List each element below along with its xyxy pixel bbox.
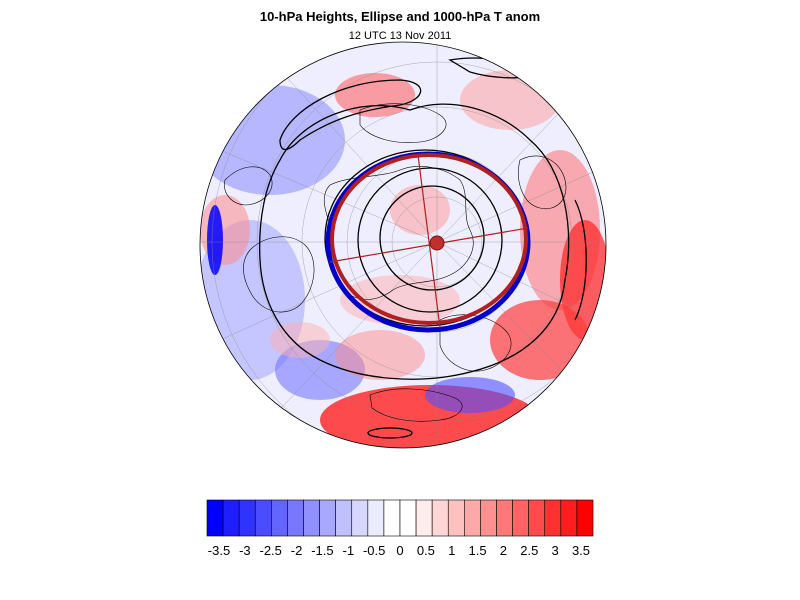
colorbar-tick-label: -2.5 bbox=[260, 543, 282, 558]
colorbar-box bbox=[544, 499, 562, 537]
colorbar-box bbox=[367, 499, 385, 537]
map-border bbox=[199, 41, 607, 449]
map-title: 10-hPa Heights, Ellipse and 1000-hPa T a… bbox=[259, 9, 541, 24]
colorbar-tick-label: 2 bbox=[500, 543, 507, 558]
colorbar-box bbox=[335, 499, 353, 537]
colorbar-tick-label: -1 bbox=[343, 543, 355, 558]
colorbar-tick-label: 2.5 bbox=[520, 543, 538, 558]
map-field bbox=[200, 42, 606, 448]
colorbar-box bbox=[383, 499, 401, 537]
colorbar-box bbox=[464, 499, 481, 537]
colorbar-box bbox=[238, 499, 256, 537]
colorbar-box bbox=[528, 499, 546, 537]
colorbar-tick-label: -3 bbox=[239, 543, 251, 558]
colorbar-box bbox=[254, 499, 272, 537]
colorbar-tick-label: 3 bbox=[552, 543, 559, 558]
colorbar-tick-label: 1.5 bbox=[469, 543, 487, 558]
colorbar-box bbox=[576, 499, 594, 537]
vortex-ellipse bbox=[325, 151, 531, 333]
colorbar-box bbox=[206, 499, 224, 537]
colorbar-box bbox=[431, 499, 449, 537]
coastlines bbox=[224, 103, 567, 422]
colorbar-labels: -3.5 -3 -2.5 -2 -1.5 -1 -0.5 0 0.5 1 1.5 2 2.5 3 3.5 bbox=[208, 543, 590, 558]
colorbar-tick-label: 0.5 bbox=[417, 543, 435, 558]
colorbar-box bbox=[222, 499, 240, 537]
colorbar-box bbox=[512, 499, 529, 537]
colorbar-tick-label: -1.5 bbox=[311, 543, 333, 558]
colorbar-tick-label: -0.5 bbox=[363, 543, 385, 558]
colorbar-box bbox=[303, 499, 320, 537]
colorbar-boxes bbox=[206, 499, 594, 537]
colorbar-box bbox=[480, 499, 497, 537]
colorbar-box bbox=[415, 499, 433, 537]
map-subtitle: 12 UTC 13 Nov 2011 bbox=[348, 30, 452, 42]
colorbar-tick-label: 3.5 bbox=[572, 543, 590, 558]
colorbar-box bbox=[351, 499, 369, 537]
colorbar-tick-label: 1 bbox=[448, 543, 455, 558]
colorbar-tick-label: 0 bbox=[396, 543, 403, 558]
colorbar-box bbox=[319, 499, 336, 537]
colorbar-box bbox=[560, 499, 578, 537]
colorbar-box bbox=[496, 499, 513, 537]
colorbar-box bbox=[399, 499, 417, 537]
colorbar-tick-label: -3.5 bbox=[208, 543, 230, 558]
colorbar-box bbox=[287, 499, 304, 537]
colorbar-box bbox=[447, 499, 465, 537]
colorbar-box bbox=[271, 499, 288, 537]
colorbar-tick-label: -2 bbox=[291, 543, 303, 558]
